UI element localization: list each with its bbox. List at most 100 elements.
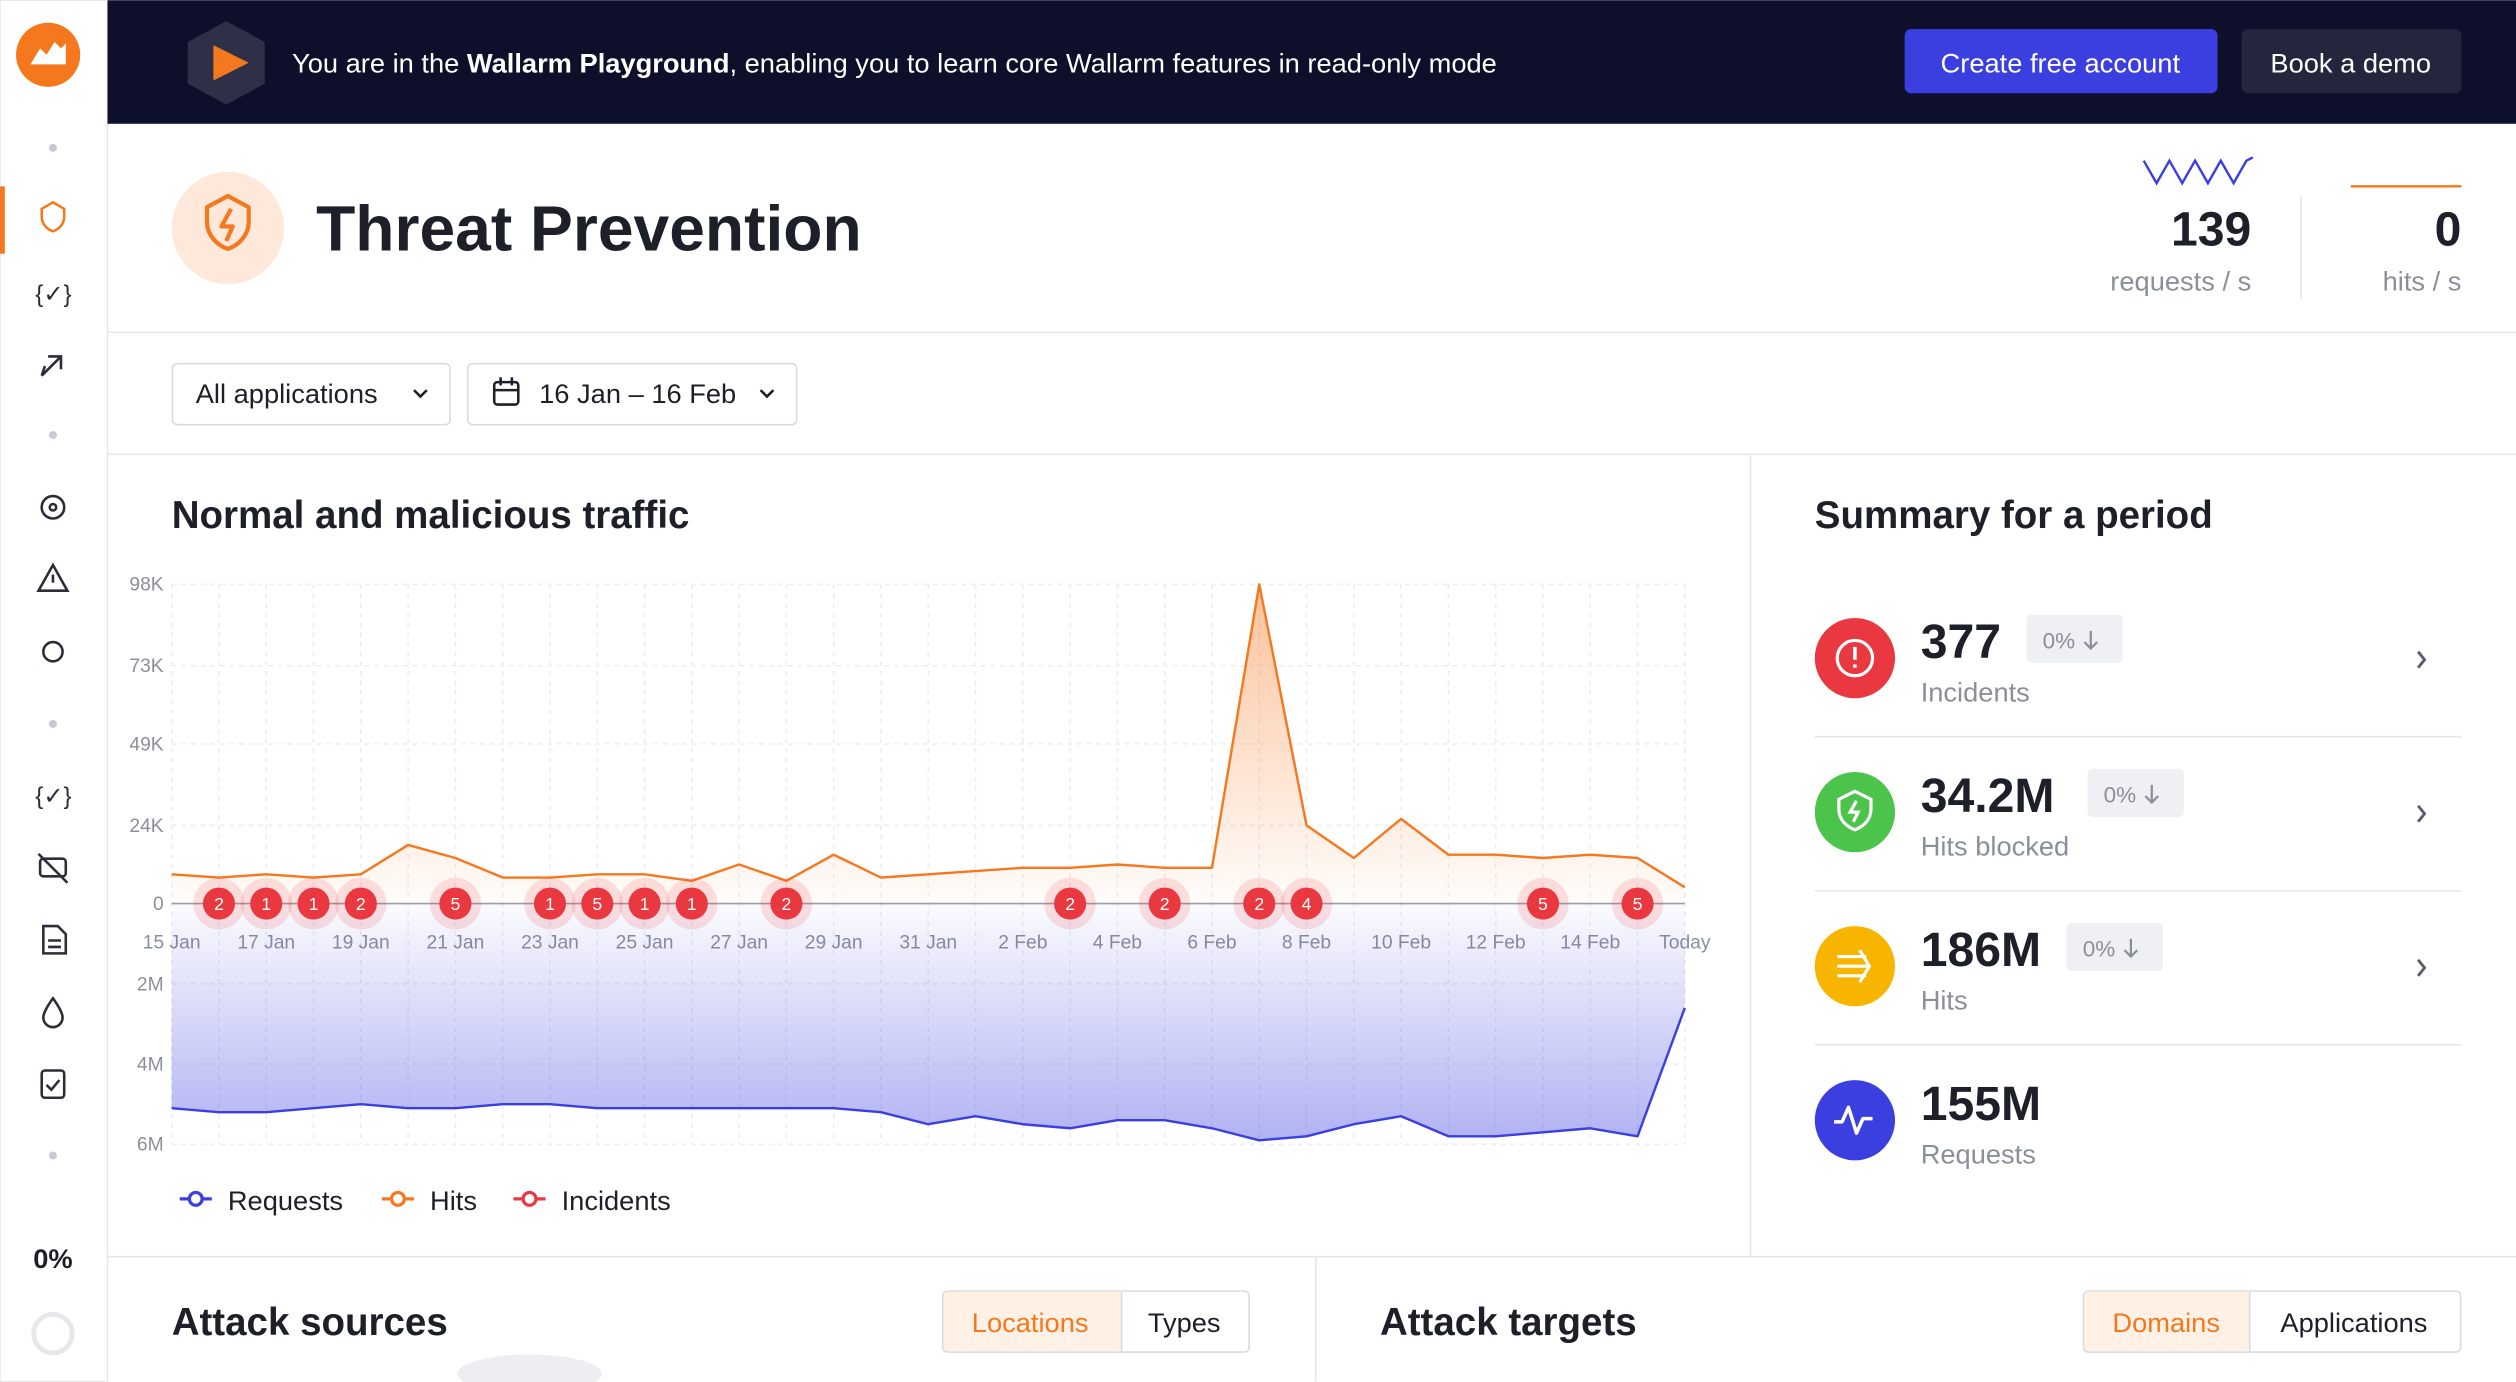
svg-text:{✓}: {✓} — [35, 783, 71, 810]
filter-label[interactable]: 16 Jan – 16 Feb — [539, 378, 736, 409]
incident-marker — [533, 887, 567, 920]
incident-marker — [202, 887, 236, 920]
y-tick-label: 73K — [129, 656, 163, 677]
summary-title: Summary for a period — [1815, 494, 2213, 537]
banner-bold: Wallarm Playground — [467, 47, 730, 78]
incident-marker — [250, 887, 283, 920]
incident-label: 2 — [356, 894, 366, 914]
incident-marker — [1526, 887, 1560, 920]
tab-label[interactable]: Domains — [2112, 1307, 2220, 1338]
incident-marker — [1290, 887, 1323, 920]
requests-rate-label: requests / s — [2110, 266, 2251, 297]
filter-label[interactable]: All applications — [196, 378, 378, 409]
summary-value: 377 — [1921, 615, 2001, 669]
incident-marker — [628, 887, 661, 920]
series-line — [171, 583, 1686, 889]
summary-label: Hits — [1921, 985, 1968, 1016]
date-filter[interactable] — [466, 362, 798, 426]
change-badge: 0% — [2043, 628, 2075, 653]
banner-text: You are in the Wallarm Playground, enabl… — [292, 47, 1497, 78]
tab-active[interactable] — [2084, 1291, 2250, 1352]
incident-label: 5 — [592, 894, 602, 914]
section-title: Attack sources — [172, 1301, 448, 1344]
change-badge: 0% — [2083, 937, 2115, 962]
header: Threat Prevention 139 requests / s 0 hit… — [107, 156, 2516, 334]
incident-marker — [344, 887, 377, 920]
summary-item[interactable]: 186M 0% Hits — [1814, 922, 2462, 1046]
hits-rate-label: hits / s — [2383, 266, 2462, 297]
summary-label: Hits blocked — [1921, 830, 2070, 861]
incident-marker — [675, 887, 708, 920]
area — [171, 903, 1685, 1141]
y2-tick-label: 2M — [137, 974, 164, 995]
incident-label: 1 — [640, 894, 650, 914]
summary-value: 34.2M — [1921, 769, 2055, 823]
summary-item: 155M Requests — [1814, 1077, 2041, 1170]
chart-title: Normal and malicious traffic — [172, 494, 690, 537]
legend-item[interactable]: Incidents — [513, 1185, 671, 1216]
incident-marker — [1243, 887, 1276, 920]
banner-text-part: You are in the — [292, 47, 467, 78]
area — [171, 584, 1685, 904]
traffic-chart: Normal and malicious traffic 15 Jan17 Ja… — [129, 494, 1710, 1216]
incident-marker — [770, 887, 803, 920]
incident-marker — [297, 887, 330, 920]
summary-label: Requests — [1921, 1139, 2036, 1170]
progress: 0% — [33, 1243, 72, 1274]
button-label[interactable]: Create free account — [1941, 47, 2181, 78]
summary-label: Incidents — [1921, 676, 2030, 707]
summary-value: 155M — [1921, 1077, 2041, 1131]
incident-label: 2 — [1254, 894, 1264, 914]
legend-item[interactable]: Requests — [179, 1185, 343, 1216]
incident-marker — [1621, 887, 1654, 920]
requests-rate: 139 — [2171, 203, 2251, 257]
button-label[interactable]: Book a demo — [2270, 47, 2431, 78]
y-tick-label: 0 — [153, 894, 164, 915]
incident-marker — [439, 887, 472, 920]
incident-marker — [1054, 887, 1087, 920]
page-title: Threat Prevention — [316, 193, 862, 265]
y-tick-label: 24K — [129, 816, 163, 837]
book-demo-button[interactable] — [2241, 29, 2462, 94]
create-account-button[interactable] — [1904, 29, 2218, 94]
legend-swatch — [521, 1190, 538, 1207]
legend-item[interactable]: Hits — [381, 1185, 477, 1216]
tab-label[interactable]: Applications — [2280, 1307, 2427, 1338]
legend-label: Hits — [430, 1185, 477, 1216]
svg-text:{✓}: {✓} — [35, 281, 71, 308]
incident-label: 2 — [1065, 894, 1075, 914]
summary-item[interactable]: 377 0% Incidents — [1814, 614, 2462, 738]
tab-active[interactable] — [943, 1291, 1122, 1352]
bottom-panels: Attack sources Locations Types Attack ta… — [172, 1256, 2462, 1382]
incident-label: 5 — [450, 894, 460, 914]
incident-label: 1 — [545, 894, 555, 914]
incident-label: 4 — [1302, 894, 1312, 914]
summary-value: 186M — [1921, 923, 2041, 977]
banner-text-part: , enabling you to learn core Wallarm fea… — [729, 47, 1496, 78]
y-tick-label: 49K — [129, 734, 163, 755]
incident-label: 1 — [309, 894, 319, 914]
summary-item[interactable]: 34.2M 0% Hits blocked — [1814, 768, 2462, 892]
y-tick-label: 98K — [129, 575, 163, 596]
incident-label: 2 — [1160, 894, 1170, 914]
banner: You are in the Wallarm Playground, enabl… — [107, 0, 2516, 124]
hits-rate: 0 — [2435, 203, 2462, 257]
legend-label: Requests — [228, 1185, 343, 1216]
legend-swatch — [389, 1190, 406, 1207]
tab-label[interactable]: Types — [1148, 1307, 1221, 1338]
section-title: Attack targets — [1380, 1301, 1637, 1344]
y2-tick-label: 4M — [137, 1054, 164, 1075]
application-filter[interactable] — [171, 362, 451, 426]
y2-tick-label: 6M — [137, 1135, 164, 1156]
filters: All applications 16 Jan – 16 Feb — [107, 362, 2516, 1258]
legend-label: Incidents — [562, 1185, 671, 1216]
tab-label[interactable]: Locations — [972, 1307, 1089, 1338]
incident-label: 2 — [214, 894, 224, 914]
summary: Summary for a period 377 0% Incidents 34… — [1814, 494, 2462, 1170]
incident-label: 1 — [261, 894, 271, 914]
incident-label: 5 — [1538, 894, 1548, 914]
legend-swatch — [187, 1190, 204, 1207]
incident-marker — [1148, 887, 1181, 920]
incident-label: 5 — [1633, 894, 1643, 914]
